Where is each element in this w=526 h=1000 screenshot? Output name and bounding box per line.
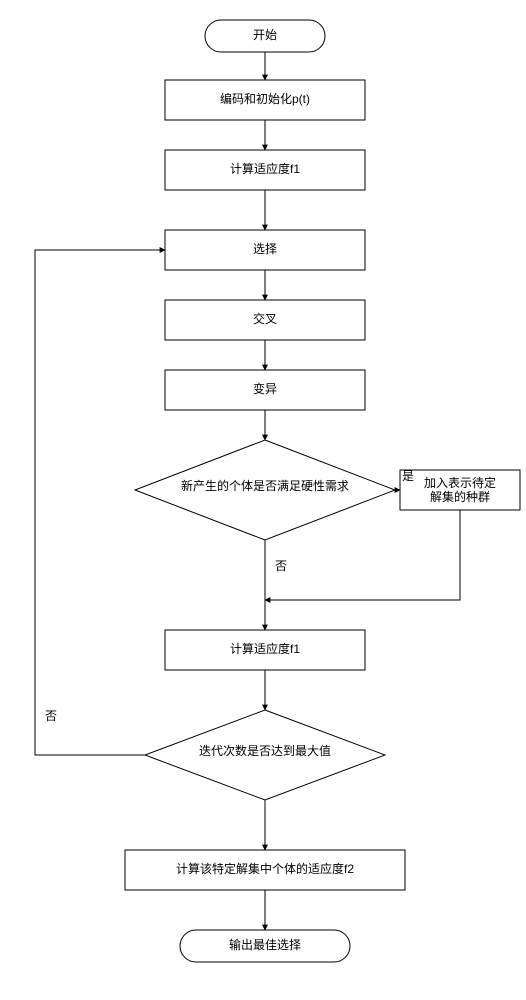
label-select: 选择 [253,242,277,256]
label-calc_f1a: 计算适应度f1 [230,161,300,176]
label-dec1: 新产生的个体是否满足硬性需求 [181,478,349,493]
label-calc_f2: 计算该特定解集中个体的适应度f2 [176,861,354,876]
edge-label-10: 否 [45,709,57,723]
label-calc_f1b: 计算适应度f1 [230,641,300,656]
label-cross: 交叉 [253,311,277,326]
edge-dec2-select [35,250,165,755]
flowchart-svg: 开始编码和初始化p(t) 计算适应度f1 选择交叉变异新产生的个体是否满足硬性需求 加… [0,0,526,1000]
label-add: 加入表示待定解集的种群 [424,475,496,504]
label-start: 开始 [253,28,277,42]
edge-label-6: 是 [402,469,414,483]
label-dec2: 迭代次数是否达到最大值 [199,743,331,758]
label-output: 输出最佳选择 [229,937,301,952]
label-init: 编码和初始化p(t) [220,91,310,106]
edge-label-8: 否 [275,559,287,573]
label-mutate: 变异 [253,381,277,396]
